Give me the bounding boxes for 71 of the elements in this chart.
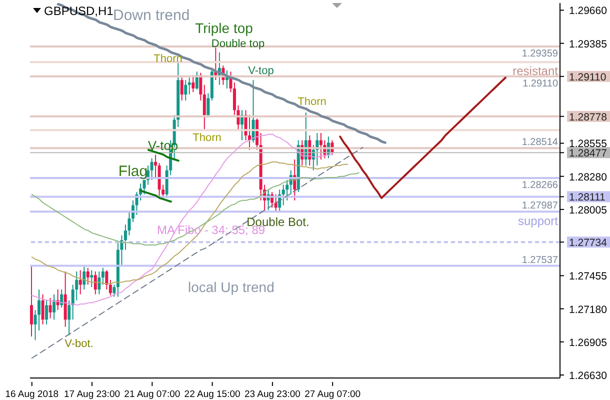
annotation: V-bot. [64,338,94,350]
annotation: Flag [118,163,148,180]
annotation: resistant [512,64,559,78]
x-tick-label: 21 Aug 07:00 [124,389,180,400]
ref-line-label: 1.28514 [522,137,558,148]
candlestick [90,270,94,288]
ref-line-label: 1.28266 [522,180,558,192]
candlestick [202,84,206,132]
annotation: Down trend [113,7,190,24]
y-tick-label: 1.26630 [569,370,608,382]
x-tick-label: 23 Aug 23:00 [244,389,300,400]
y-tick-label: 1.27180 [569,304,608,316]
x-tick-label: 17 Aug 23:00 [64,389,120,400]
candlestick [30,266,33,337]
annotation: Thorn [154,53,182,65]
y-tick-label: 1.28778 [569,111,608,124]
line-series [140,190,172,203]
y-tick-label: 1.29385 [569,38,608,50]
annotation: Thorn [298,96,326,108]
candlestick [45,300,48,325]
chart-title: GBPUSD,H1 [44,4,114,18]
candlestick [319,132,322,160]
candlestick [82,266,86,290]
candlestick [184,80,188,102]
candlestick [52,294,56,320]
candlestick [154,154,158,178]
ref-line-label: 1.29359 [522,48,558,60]
candlestick [78,270,82,295]
x-tick-label: 27 Aug 07:00 [304,389,361,400]
candlestick [94,270,97,295]
candlestick [112,284,116,298]
candlestick [105,270,108,290]
candlestick [86,267,90,286]
y-tick-label: 1.28280 [569,171,608,184]
y-tick-label: 1.29110 [569,71,606,84]
candlestick [282,184,285,206]
ref-line-label: 1.27987 [522,200,558,212]
candlestick [101,267,104,286]
candlestick [206,92,210,118]
annotation: V-top [148,138,178,153]
x-tick-label: 22 Aug 15:00 [184,389,240,400]
annotation: support [518,214,559,228]
candlestick [286,179,289,201]
y-tick-label: 1.27734 [569,237,608,250]
annotation: Triple top [195,20,254,36]
x-tick-label: 16 Aug 2018 [5,389,59,400]
annotation: local Up trend [188,279,274,295]
ref-line-label: 1.27537 [522,254,558,266]
line-series [339,76,506,200]
candlestick [199,72,202,102]
y-tick-label: 1.26905 [569,336,608,349]
candlestick [150,158,154,180]
annotation: Thorn [192,132,222,144]
y-tick-label: 1.29660 [569,5,608,18]
candlestick [274,194,278,213]
candlestick [98,270,101,295]
y-tick-label: 1.28555 [569,138,608,150]
y-tick-label: 1.27455 [569,270,608,283]
annotation: V-top [248,65,274,77]
y-tick-label: 1.28005 [569,204,608,216]
candlestick [192,74,195,93]
candlestick [108,279,112,296]
candlestick [68,300,71,336]
y-tick-label: 1.28111 [569,192,606,204]
ref-line-label: 1.29110 [522,78,558,90]
candlestick [48,297,52,319]
candlestick [41,294,44,325]
candlestick [180,77,184,102]
y-tick-label: 1.28477 [569,148,608,160]
candlestick [188,77,191,95]
annotation: Double top [211,38,265,50]
